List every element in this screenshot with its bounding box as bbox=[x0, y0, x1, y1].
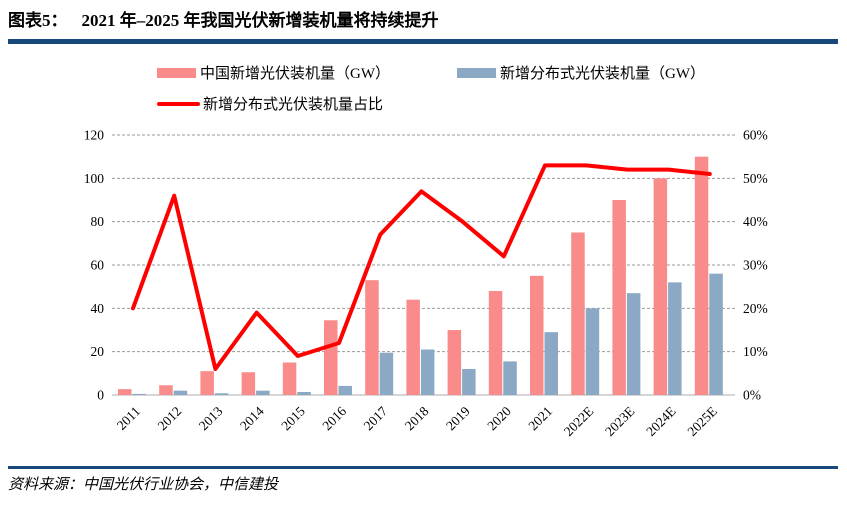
bar-distributed-2023E bbox=[626, 293, 641, 395]
right-axis-tick-10%: 10% bbox=[743, 344, 768, 359]
bar-distributed-2012 bbox=[173, 390, 188, 395]
bar-distributed-2025E bbox=[709, 273, 723, 395]
x-label-2013: 2013 bbox=[196, 403, 226, 433]
bar-total-2012 bbox=[159, 385, 173, 395]
right-axis-tick-60%: 60% bbox=[743, 128, 768, 143]
bar-total-2014 bbox=[241, 372, 256, 395]
legend-label-ratio: 新增分布式光伏装机量占比 bbox=[203, 97, 384, 113]
source-text: 资料来源：中国光伏行业协会，中信建投 bbox=[8, 477, 279, 493]
x-label-2012: 2012 bbox=[155, 404, 185, 434]
x-label-2016: 2016 bbox=[319, 403, 349, 433]
legend-item-distributed: 新增分布式光伏装机量（GW） bbox=[457, 62, 705, 83]
bar-distributed-2024E bbox=[668, 282, 682, 395]
x-label-2022E: 2022E bbox=[561, 404, 597, 440]
bar-total-2025E bbox=[694, 156, 709, 395]
figure-title: 2021 年–2025 年我国光伏新增装机量将持续提升 bbox=[81, 11, 439, 30]
bar-distributed-2019 bbox=[462, 369, 476, 395]
bar-distributed-2021 bbox=[544, 332, 558, 395]
x-label-2018: 2018 bbox=[402, 403, 432, 433]
legend-label-distributed: 新增分布式光伏装机量（GW） bbox=[500, 66, 705, 82]
x-label-2023E: 2023E bbox=[602, 404, 638, 440]
bar-distributed-2020 bbox=[503, 361, 517, 395]
x-label-2017: 2017 bbox=[361, 403, 391, 433]
left-axis-tick-120: 120 bbox=[84, 128, 105, 143]
right-axis-tick-30%: 30% bbox=[743, 258, 768, 273]
bar-total-2018 bbox=[406, 299, 420, 395]
bar-distributed-2015 bbox=[297, 391, 311, 395]
bar-distributed-2016 bbox=[338, 385, 352, 395]
bar-distributed-2014 bbox=[256, 390, 270, 395]
legend-item-total: 中国新增光伏装机量（GW） bbox=[157, 62, 390, 83]
chart-canvas: 0 0% 20 10% 40 20% 60 30% 80 40% 100 50% 120 60% 2011 2… bbox=[84, 128, 768, 440]
bar-distributed-2022E bbox=[585, 308, 600, 395]
source-line: 资料来源：中国光伏行业协会，中信建投 bbox=[8, 473, 278, 494]
left-axis-tick-20: 20 bbox=[91, 344, 105, 359]
figure-label: 图表5： bbox=[8, 11, 68, 30]
bar-distributed-2018 bbox=[420, 349, 435, 395]
bar-total-2019 bbox=[447, 330, 462, 395]
left-axis-tick-60: 60 bbox=[91, 258, 105, 273]
legend-item-ratio: 新增分布式光伏装机量占比 bbox=[157, 93, 383, 114]
right-axis-tick-20%: 20% bbox=[743, 301, 768, 316]
right-axis-tick-50%: 50% bbox=[743, 171, 768, 186]
x-label-2011: 2011 bbox=[114, 404, 143, 433]
bar-total-2017 bbox=[365, 280, 379, 395]
right-axis-tick-0%: 0% bbox=[743, 388, 761, 403]
figure-title-row: 图表5： 2021 年–2025 年我国光伏新增装机量将持续提升 bbox=[8, 6, 439, 31]
x-label-2014: 2014 bbox=[237, 403, 267, 433]
x-label-2025E: 2025E bbox=[684, 404, 720, 440]
x-label-2020: 2020 bbox=[484, 403, 514, 433]
bar-distributed-2011 bbox=[132, 393, 146, 395]
legend-swatch-ratio-line bbox=[157, 101, 200, 106]
bar-total-2022E bbox=[571, 232, 585, 395]
bar-total-2011 bbox=[118, 389, 132, 395]
x-label-2019: 2019 bbox=[443, 403, 473, 433]
left-axis-tick-40: 40 bbox=[91, 301, 105, 316]
source-divider bbox=[8, 466, 838, 469]
bar-distributed-2017 bbox=[379, 352, 394, 395]
bar-total-2021 bbox=[530, 275, 544, 395]
bar-total-2024E bbox=[653, 178, 668, 395]
left-axis-tick-80: 80 bbox=[91, 214, 105, 229]
ratio-line bbox=[131, 163, 712, 371]
x-label-2024E: 2024E bbox=[643, 404, 679, 440]
bar-total-2015 bbox=[282, 362, 297, 395]
bar-total-2013 bbox=[200, 371, 214, 395]
legend-swatch-total-bar bbox=[157, 67, 196, 78]
right-axis-tick-40%: 40% bbox=[743, 214, 768, 229]
legend-swatch-distributed-bar bbox=[457, 67, 496, 78]
bar-total-2016 bbox=[324, 320, 338, 395]
legend-label-total: 中国新增光伏装机量（GW） bbox=[200, 66, 390, 82]
x-label-2015: 2015 bbox=[278, 403, 308, 433]
bar-total-2020 bbox=[488, 291, 503, 395]
left-axis-tick-0: 0 bbox=[97, 388, 104, 403]
left-axis-tick-100: 100 bbox=[84, 171, 105, 186]
title-divider bbox=[8, 39, 838, 44]
bar-total-2023E bbox=[612, 200, 626, 395]
bar-distributed-2013 bbox=[214, 393, 229, 395]
x-label-2021: 2021 bbox=[525, 404, 555, 434]
